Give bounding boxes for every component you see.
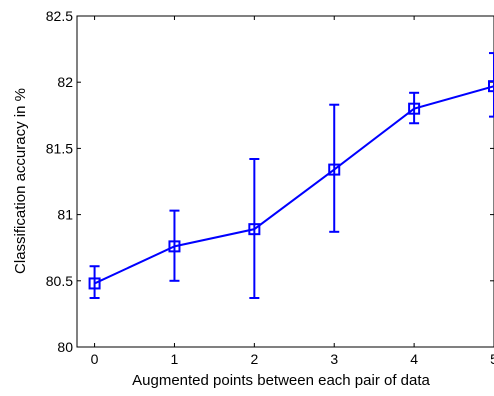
data-point-marker [168,240,181,253]
axes [76,15,494,348]
y-axis-label: Classification accuracy in % [12,88,29,274]
x-tick-label: 0 [91,351,99,367]
x-tick-label: 4 [410,351,418,367]
data-point-marker [488,80,494,93]
data-series [88,52,494,300]
y-tick-label: 80.5 [46,273,73,289]
y-tick-label: 80 [57,339,73,355]
data-point-marker [408,102,421,115]
y-tick-label: 82 [57,74,73,90]
series-line [94,85,494,285]
x-tick-label: 5 [490,351,494,367]
data-point-marker [248,223,261,236]
plot-frame [76,15,494,348]
x-tick-label: 3 [330,351,338,367]
x-axis-label: Augmented points between each pair of da… [132,372,430,389]
x-tick-label: 1 [171,351,179,367]
y-tick-label: 82.5 [46,8,73,24]
ticks: 0 1 2 3 4 5 80 80.5 81 81.5 82 82.5 [46,8,494,367]
x-tick-label: 2 [250,351,258,367]
data-point-marker [328,163,341,176]
data-point-marker [88,277,101,290]
y-tick-label: 81.5 [46,140,73,156]
y-tick-label: 81 [57,207,73,223]
